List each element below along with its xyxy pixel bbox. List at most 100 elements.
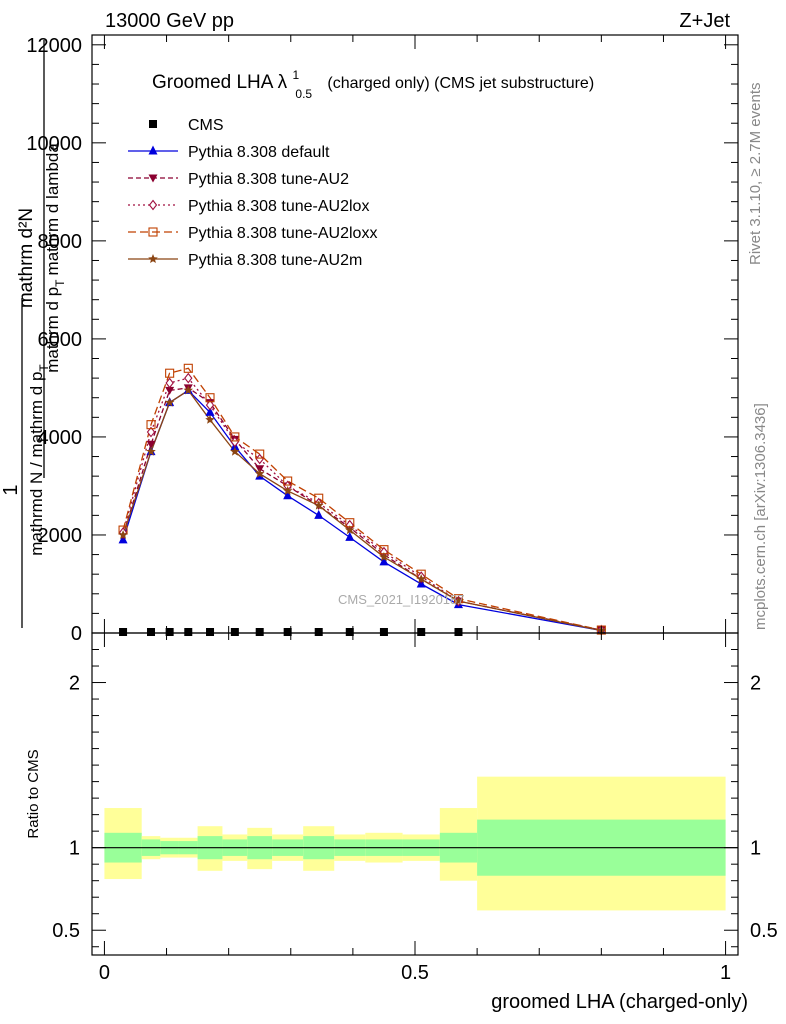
star-marker <box>205 414 215 424</box>
series-line-au2loxx <box>122 367 602 631</box>
diamond-marker <box>184 372 193 384</box>
open-square-marker <box>146 420 156 430</box>
triangle-down-marker <box>146 440 156 449</box>
cms-data-point <box>165 628 174 636</box>
star-marker <box>146 446 156 456</box>
ratio-ylabel: Ratio to CMS <box>25 749 42 838</box>
x-tick-label: 0 <box>99 962 110 984</box>
star-marker <box>345 525 355 535</box>
triangle-marker <box>283 490 293 500</box>
legend-label-au2loxx: Pythia 8.308 tune-AU2loxx <box>188 225 377 242</box>
cms-data-point <box>119 628 128 636</box>
x-tick-label: 0.5 <box>401 962 429 984</box>
legend-label-au2m: Pythia 8.308 tune-AU2m <box>188 252 362 269</box>
cms-data-point <box>206 628 215 636</box>
ratio-ytick-label-right: 0.5 <box>750 920 778 942</box>
open-square-marker <box>148 227 158 237</box>
main-ytick-label: 2000 <box>38 525 83 547</box>
main-ytick-label: 8000 <box>38 231 83 253</box>
legend: CMS Pythia 8.308 default Pythia 8.308 tune… <box>128 117 377 269</box>
triangle-marker <box>314 509 324 519</box>
diamond-marker <box>148 199 158 211</box>
triangle-down-marker <box>165 386 175 395</box>
process-label: Z+Jet <box>679 10 730 32</box>
main-title-suffix: (charged only) (CMS jet substructure) <box>327 75 594 92</box>
star-marker <box>416 574 426 584</box>
triangle-down-marker <box>148 174 158 183</box>
cms-data-point <box>255 628 264 636</box>
triangle-marker <box>379 556 389 566</box>
star-marker <box>183 385 193 395</box>
ratio-ytick-label: 2 <box>69 673 80 695</box>
diamond-marker <box>205 399 215 411</box>
cms-data-point <box>314 628 323 636</box>
open-square-marker <box>230 432 240 442</box>
x-tick-label: 1 <box>720 962 731 984</box>
main-y-axis: 0 2000 4000 6000 8000 10000 12000 <box>26 35 738 645</box>
main-series-group <box>122 367 602 632</box>
legend-label-default: Pythia 8.308 default <box>188 144 330 161</box>
star-marker <box>282 485 293 495</box>
main-ytick-label: 12000 <box>26 35 82 57</box>
mcplots-label: mcplots.cern.ch [arXiv:1306.3436] <box>752 403 769 630</box>
ratio-ytick-label: 1 <box>69 838 80 860</box>
main-ytick-label: 4000 <box>38 427 83 449</box>
legend-label-cms: CMS <box>188 117 224 134</box>
star-marker <box>255 468 265 478</box>
main-y-label: mathrm d²N mathrm d pTmathrm d lambda 1 … <box>0 40 67 628</box>
diamond-marker <box>255 453 264 465</box>
star-marker <box>379 552 389 562</box>
main-panel: 0 2000 4000 6000 8000 10000 12000 Groomed LHA … <box>26 34 739 645</box>
ratio-ytick-label: 0.5 <box>52 920 80 942</box>
open-square-marker <box>255 449 265 459</box>
star-marker <box>148 254 158 263</box>
cms-data-point <box>230 628 239 636</box>
ratio-ytick-label-right: 2 <box>750 673 761 695</box>
main-title-sub: 0.5 <box>295 87 312 101</box>
ratio-xlabel: groomed LHA (charged-only) <box>491 991 748 1013</box>
ratio-ytick-label-right: 1 <box>750 838 761 860</box>
open-square-marker <box>205 393 215 403</box>
ratio-y-axis: 0.5 0.5 1 1 2 2 <box>52 649 778 948</box>
cms-data-point <box>379 628 388 636</box>
series-line-au2m <box>122 389 602 632</box>
rivet-label: Rivet 3.1.10, ≥ 2.7M events <box>747 83 764 266</box>
main-ytick-label: 0 <box>71 623 82 645</box>
cms-data-point <box>417 628 426 636</box>
triangle-marker <box>205 406 215 416</box>
cms-data-point <box>149 120 157 128</box>
open-square-marker <box>283 476 293 486</box>
star-marker <box>453 596 464 606</box>
ratio-x-axis: 0 0.5 1 <box>99 633 731 984</box>
legend-label-au2lox: Pythia 8.308 tune-AU2lox <box>188 198 369 215</box>
triangle-marker <box>345 531 355 541</box>
energy-label: 13000 GeV pp <box>105 10 234 32</box>
cms-data-point <box>454 628 463 636</box>
ylabel-left: mathrmd N / mathrm d pT <box>27 364 51 556</box>
cms-data-point <box>147 628 156 636</box>
main-markers-group <box>118 363 607 636</box>
open-square-marker <box>165 368 175 378</box>
triangle-marker <box>148 145 158 155</box>
legend-label-au2: Pythia 8.308 tune-AU2 <box>188 171 349 188</box>
watermark: CMS_2021_I1920187 <box>338 592 465 607</box>
star-marker <box>314 500 324 510</box>
main-ytick-label: 6000 <box>38 329 83 351</box>
diamond-marker <box>230 436 240 448</box>
cms-data-point <box>345 628 354 636</box>
main-title: Groomed LHA λ 1 0.5 (charged only) (CMS … <box>152 63 594 103</box>
star-marker <box>164 397 175 407</box>
diamond-marker <box>146 426 156 438</box>
ylabel-numerator: mathrm d²N <box>16 208 37 308</box>
ylabel-fraction-one: 1 <box>0 484 22 495</box>
main-x-ticks <box>103 35 727 633</box>
star-marker <box>230 446 240 456</box>
open-square-marker <box>183 363 193 373</box>
ratio-panel: 0.5 0.51 12 2 0 0.5 1 Ratio to CMS groomed LH… <box>25 632 778 1013</box>
ratio-bands <box>104 776 726 911</box>
star-marker <box>118 530 128 539</box>
ylabel-denominator: mathrm d pTmathrm d lambda <box>43 143 67 373</box>
cms-data-point <box>283 628 292 636</box>
main-ytick-label: 10000 <box>26 133 82 155</box>
